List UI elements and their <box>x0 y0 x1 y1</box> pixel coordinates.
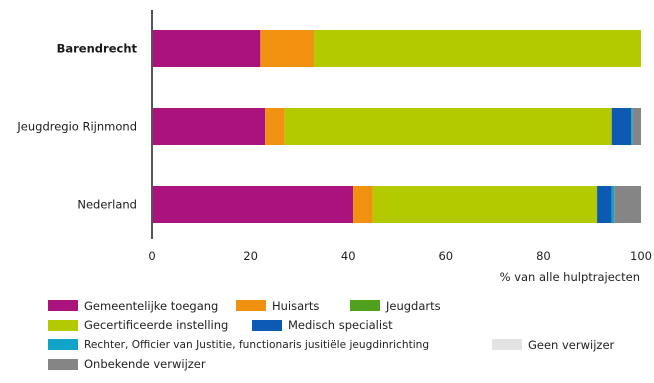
bar-segment-nederland-huisarts <box>353 186 373 223</box>
bar-segment-jeugdregio-rijnmond-medisch-specialist <box>611 108 632 145</box>
bar-segment-jeugdregio-rijnmond-gecertificeerde-instelling <box>284 108 612 145</box>
legend-label: Jeugdarts <box>386 298 441 313</box>
bar-segment-nederland-onbekende-verwijzer <box>614 186 641 223</box>
legend-item-medisch-specialist: Medisch specialist <box>252 316 393 335</box>
x-axis-label: % van alle hulptrajecten <box>500 270 640 284</box>
category-labels: Barendrecht Jeugdregio Rijnmond Nederland <box>16 42 137 212</box>
legend-swatch <box>492 339 522 350</box>
bar-segment-jeugdregio-rijnmond-huisarts <box>265 108 285 145</box>
x-tick-label-80: 80 <box>536 249 551 263</box>
bars-layer <box>153 30 641 223</box>
chart-legend: Gemeentelijke toegang Huisarts Jeugdarts… <box>48 296 648 374</box>
legend-swatch <box>252 319 282 331</box>
legend-label: Huisarts <box>272 298 320 313</box>
bar-segment-nederland-gecertificeerde-instelling <box>372 186 598 223</box>
legend-item-gecertificeerde-instelling: Gecertificeerde instelling <box>48 316 228 335</box>
x-tick-label-40: 40 <box>341 249 356 263</box>
legend-item-rechter: Rechter, Officier van Justitie, function… <box>48 335 429 354</box>
legend-label: Geen verwijzer <box>528 337 615 352</box>
legend-item-gemeentelijke-toegang: Gemeentelijke toegang <box>48 296 218 315</box>
bar-segment-nederland-rechter-officier-van-justitie-functionaris-jusiti-le-jeugdinrichting <box>611 186 615 223</box>
x-axis-ticks: 0 20 40 60 80 100 <box>148 249 652 263</box>
bar-segment-barendrecht-gecertificeerde-instelling <box>314 30 641 67</box>
category-label-jeugdregio-rijnmond: Jeugdregio Rijnmond <box>16 120 137 134</box>
legend-label: Onbekende verwijzer <box>84 357 206 371</box>
bar-segment-jeugdregio-rijnmond-rechter-officier-van-justitie-functionaris-jusiti-le-jeugdinrichting <box>631 108 633 145</box>
bar-segment-nederland-gemeentelijke-toegang <box>153 186 354 223</box>
x-tick-label-0: 0 <box>148 249 155 263</box>
bar-segment-jeugdregio-rijnmond-onbekende-verwijzer <box>632 108 641 145</box>
legend-swatch <box>350 300 380 311</box>
legend-row: Onbekende verwijzer <box>48 355 648 375</box>
legend-item-onbekende-verwijzer: Onbekende verwijzer <box>48 355 206 374</box>
legend-row: Rechter, Officier van Justitie, function… <box>48 335 648 355</box>
legend-row: Gecertificeerde instelling Medisch speci… <box>48 316 648 336</box>
bar-segment-barendrecht-gemeentelijke-toegang <box>153 30 261 67</box>
legend-item-geen-verwijzer: Geen verwijzer <box>492 335 614 354</box>
x-tick-label-20: 20 <box>243 249 258 263</box>
legend-swatch <box>48 319 78 331</box>
legend-label: Medisch specialist <box>288 318 393 332</box>
legend-label: Gecertificeerde instelling <box>84 318 229 332</box>
legend-label: Rechter, Officier van Justitie, function… <box>84 338 430 351</box>
legend-item-jeugdarts: Jeugdarts <box>350 296 441 315</box>
bar-segment-nederland-medisch-specialist <box>597 186 612 223</box>
x-tick-label-60: 60 <box>438 249 453 263</box>
legend-swatch <box>48 339 78 350</box>
category-label-barendrecht: Barendrecht <box>57 42 138 56</box>
x-tick-label-100: 100 <box>630 249 652 263</box>
legend-row: Gemeentelijke toegang Huisarts Jeugdarts <box>48 296 648 316</box>
legend-label: Gemeentelijke toegang <box>84 298 219 313</box>
bar-segment-barendrecht-huisarts <box>260 30 315 67</box>
legend-item-huisarts: Huisarts <box>236 296 319 315</box>
category-label-nederland: Nederland <box>77 198 137 212</box>
legend-swatch <box>48 358 78 370</box>
bar-segment-jeugdregio-rijnmond-gemeentelijke-toegang <box>153 108 266 145</box>
legend-swatch <box>48 300 78 311</box>
legend-swatch <box>236 300 266 311</box>
